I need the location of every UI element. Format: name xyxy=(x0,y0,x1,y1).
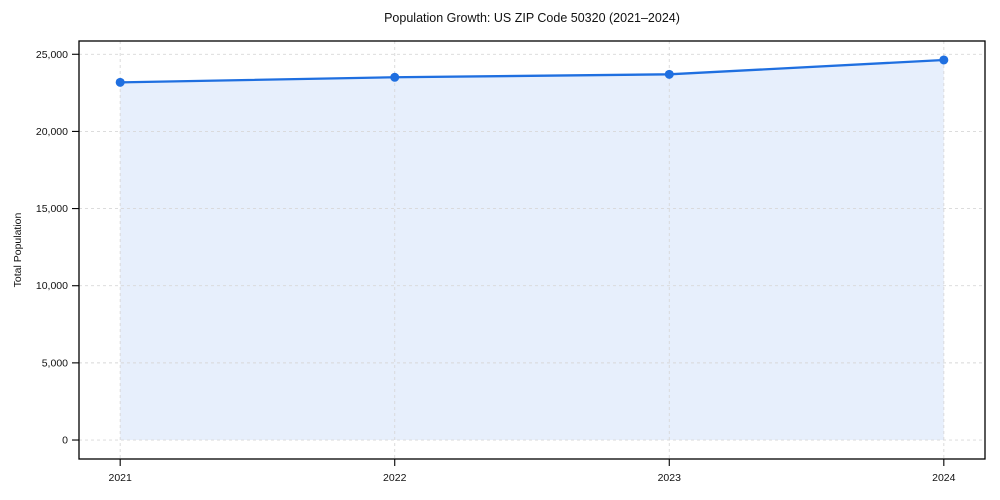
x-tick-label: 2022 xyxy=(383,472,407,484)
x-tick-label: 2023 xyxy=(658,472,682,484)
x-tick-label: 2021 xyxy=(109,472,133,484)
data-point-marker xyxy=(939,55,949,65)
y-tick-label: 0 xyxy=(62,435,68,447)
data-point-marker xyxy=(115,77,125,87)
y-tick-label: 25,000 xyxy=(36,49,68,61)
plot-border xyxy=(78,40,986,460)
y-tick-label: 20,000 xyxy=(36,126,68,138)
area-fill xyxy=(120,59,944,441)
chart-title: Population Growth: US ZIP Code 50320 (20… xyxy=(384,11,680,25)
trend-line xyxy=(119,58,945,84)
data-point-marker xyxy=(664,69,674,79)
y-tick-label: 10,000 xyxy=(36,280,68,292)
x-tick-label: 2024 xyxy=(932,472,956,484)
y-tick-label: 15,000 xyxy=(36,203,68,215)
y-tick-label: 5,000 xyxy=(42,357,68,369)
data-point-marker xyxy=(390,72,400,82)
